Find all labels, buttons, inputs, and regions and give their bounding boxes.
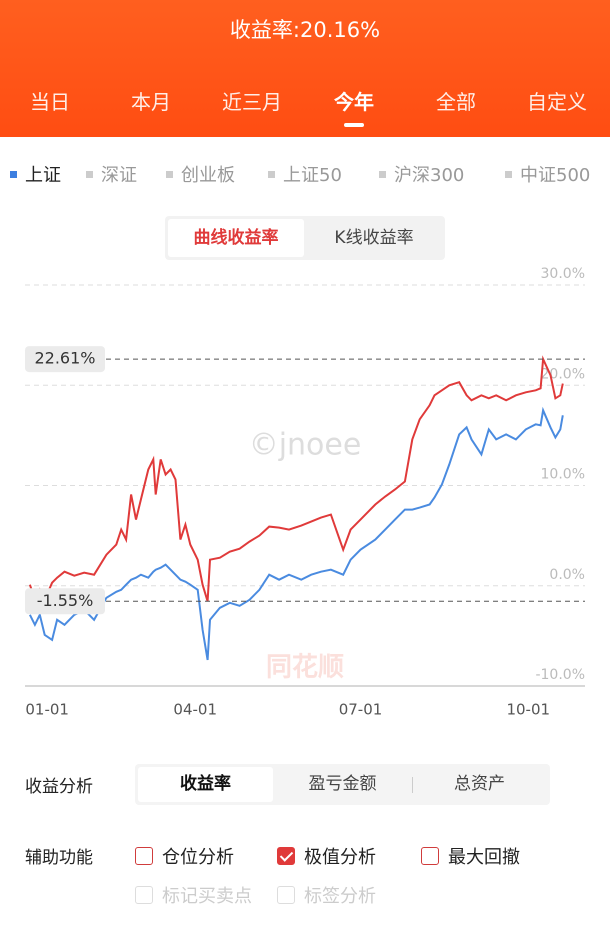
checkbox[interactable]: 极值分析 [277,843,376,869]
benchmark-label: 深证 [101,165,137,186]
benchmark-label: 中证500 [520,165,591,186]
tab[interactable]: 今年 [334,90,374,114]
analysis-label: 收益分析 [25,777,93,797]
y-tick-label: -10.0% [535,667,585,683]
benchmark-label: 上证50 [283,165,342,186]
checkbox-label: 最大回撤 [448,847,520,868]
checkbox: 标记买卖点 [135,882,252,908]
tab[interactable]: 近三月 [222,90,282,114]
benchmark[interactable]: 创业板 [166,161,235,187]
analysis-segment: 收益率 盈亏金额 总资产 [135,764,550,805]
checkbox-box [135,847,153,865]
separator [412,777,413,793]
analysis-option[interactable]: 总资产 [454,774,505,794]
tab[interactable]: 本月 [131,90,171,114]
aux-label: 辅助功能 [25,848,93,868]
max-label-box [25,346,105,373]
series-line [29,406,564,661]
analysis-option[interactable]: 收益率 [138,767,273,802]
watermark: 同花顺 [266,653,344,683]
benchmark-label: 上证 [25,165,61,186]
toggle-option[interactable]: 曲线收益率 [168,219,304,257]
y-tick-label: 30.0% [541,266,585,282]
checkbox-box [421,847,439,865]
y-tick-label: 0.0% [549,567,585,583]
benchmark-marker [379,170,386,178]
tab-underline [344,123,364,127]
checkbox[interactable]: 最大回撤 [421,843,520,869]
min-label: -1.55% [37,591,94,610]
benchmark[interactable]: 沪深300 [379,161,464,187]
checkbox: 标签分析 [277,882,376,908]
checkbox-box [277,886,295,904]
toggle-option[interactable]: K线收益率 [334,228,414,248]
benchmark-marker [166,170,173,178]
tab[interactable]: 自定义 [527,90,587,114]
analysis-option[interactable]: 盈亏金额 [308,774,377,794]
checkbox[interactable]: 仓位分析 [135,843,234,869]
series-line [28,355,564,603]
checkbox-label: 标记买卖点 [162,886,252,907]
tab[interactable]: 当日 [30,90,70,114]
benchmark[interactable]: 深证 [86,161,137,187]
x-tick-label: 10-01 [506,701,550,719]
checkbox-box [135,886,153,904]
checkbox-label: 极值分析 [304,847,376,868]
title: 收益率:20.16% [229,18,381,42]
x-tick-label: 01-01 [25,701,69,719]
x-tick-label: 07-01 [339,701,383,719]
benchmark[interactable]: 中证500 [505,161,590,187]
header: 收益率:20.16% 当日 本月 近三月 今年 全部 自定义 [0,0,610,137]
benchmark[interactable]: 上证 [10,161,61,187]
checkbox-box [277,847,295,865]
y-tick-label: 10.0% [541,467,585,483]
checkbox-label: 仓位分析 [162,847,234,868]
min-label-box [25,588,105,615]
benchmark-marker [10,170,17,178]
benchmark-label: 创业板 [181,165,235,186]
max-label: 22.61% [34,349,95,368]
benchmark-marker [86,170,93,178]
benchmark-marker [505,170,512,178]
checkbox-label: 标签分析 [304,886,376,907]
tab[interactable]: 全部 [436,90,476,114]
watermark: ©jnoee [249,428,362,463]
benchmark[interactable]: 上证50 [268,161,342,187]
benchmark-marker [268,170,275,178]
benchmark-label: 沪深300 [394,165,465,186]
chart-toggle: 曲线收益率 K线收益率 [165,216,445,260]
x-tick-label: 04-01 [173,701,217,719]
